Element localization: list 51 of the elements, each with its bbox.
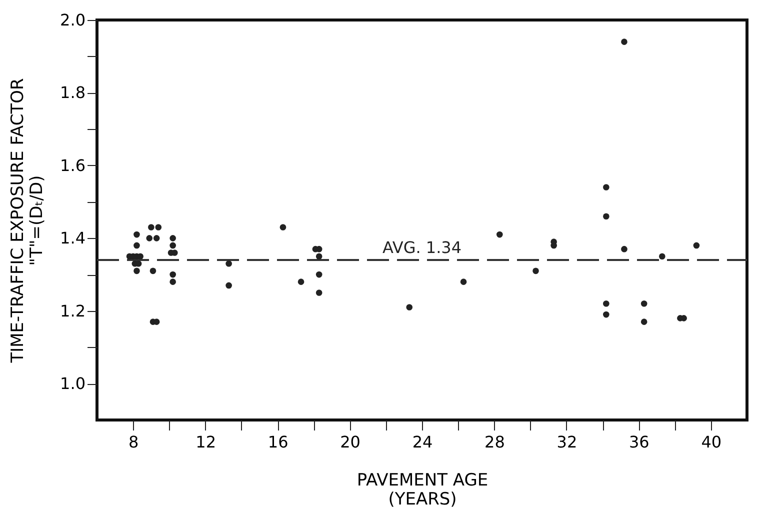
point bbox=[170, 278, 176, 285]
x-tick-label: 8 bbox=[128, 432, 139, 452]
ref-line-label: AVG. 1.34 bbox=[382, 238, 462, 257]
x-tick-label: 32 bbox=[556, 432, 578, 452]
point bbox=[148, 224, 154, 230]
point bbox=[621, 38, 628, 45]
point bbox=[170, 235, 176, 242]
point bbox=[134, 242, 140, 249]
y-tick-label: 1.6 bbox=[60, 156, 86, 175]
y-tick-label: 1.4 bbox=[60, 228, 86, 248]
point bbox=[280, 224, 286, 230]
point bbox=[532, 268, 539, 274]
point bbox=[226, 260, 232, 267]
x-tick-label: 16 bbox=[268, 432, 288, 452]
x-axis-title: PAVEMENT AGE (YEARS) bbox=[356, 470, 488, 510]
point bbox=[155, 224, 162, 230]
y-tick-label: 2.0 bbox=[60, 10, 86, 30]
point bbox=[226, 282, 232, 289]
y-tick-label: 1.0 bbox=[60, 374, 86, 394]
point bbox=[603, 184, 610, 190]
point bbox=[150, 268, 156, 274]
point bbox=[170, 271, 176, 278]
point bbox=[170, 242, 176, 249]
point bbox=[316, 253, 322, 260]
y-axis-title: TIME-TRAFFIC EXPOSURE FACTOR "T"=(Dₜ/D) bbox=[8, 78, 48, 364]
point bbox=[496, 231, 503, 238]
x-tick-label: 20 bbox=[340, 432, 360, 452]
point bbox=[621, 246, 628, 252]
point bbox=[603, 213, 610, 220]
x-tick-label: 36 bbox=[628, 432, 650, 452]
y-tick-label: 1.2 bbox=[60, 301, 86, 320]
point bbox=[640, 300, 648, 307]
point bbox=[316, 271, 322, 278]
point bbox=[603, 311, 610, 318]
point bbox=[153, 235, 160, 242]
point bbox=[298, 278, 304, 285]
x-tick-label: 24 bbox=[412, 432, 433, 452]
x-tick-label: 28 bbox=[484, 432, 505, 452]
point bbox=[693, 242, 700, 249]
point bbox=[460, 278, 467, 285]
y-tick-label: 1.8 bbox=[60, 83, 86, 102]
point bbox=[640, 318, 648, 325]
point bbox=[146, 235, 153, 242]
point bbox=[316, 290, 322, 296]
point bbox=[134, 231, 140, 238]
point bbox=[603, 300, 610, 307]
point bbox=[134, 268, 140, 274]
x-tick-label: 12 bbox=[196, 432, 216, 452]
x-tick-label: 40 bbox=[701, 432, 722, 452]
point bbox=[658, 253, 666, 260]
point bbox=[406, 304, 413, 310]
